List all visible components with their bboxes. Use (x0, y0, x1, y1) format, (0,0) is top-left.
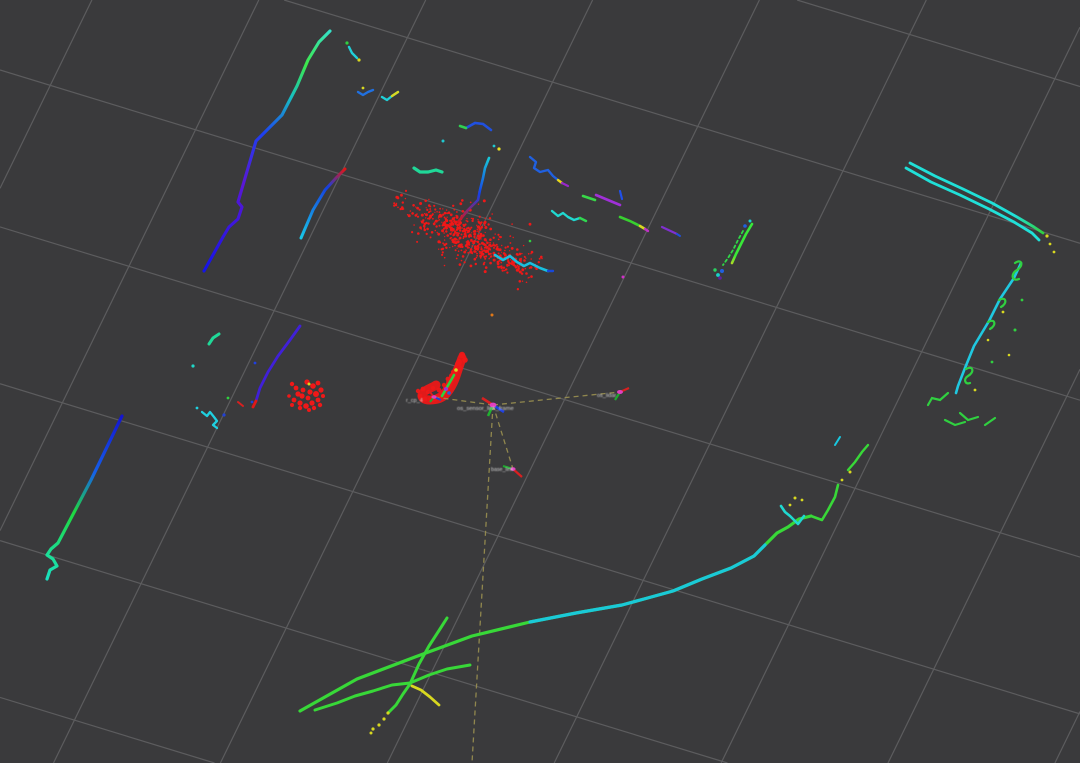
svg-text:os_sensor_link_frame: os_sensor_link_frame (457, 406, 514, 412)
svg-text:os_lidar: os_lidar (597, 393, 616, 399)
svg-text:base_link: base_link (491, 467, 514, 473)
svg-text:r_cp_4: r_cp_4 (406, 398, 423, 404)
